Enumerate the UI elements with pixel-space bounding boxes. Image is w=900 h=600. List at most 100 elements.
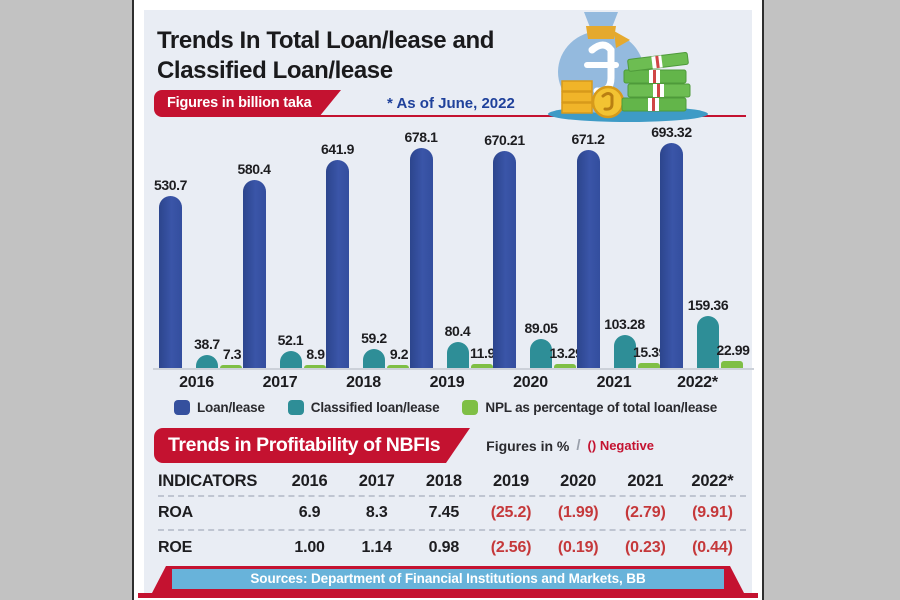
value-label: 8.9 bbox=[306, 346, 325, 362]
value-cell: 1.00 bbox=[294, 539, 325, 556]
legend-item: Loan/lease bbox=[174, 400, 265, 415]
as-of-note: * As of June, 2022 bbox=[387, 95, 515, 112]
chart-group-2020: 670.21 89.05 13.29 bbox=[484, 132, 583, 368]
value-label: 671.2 bbox=[571, 131, 605, 148]
value-cell: 7.45 bbox=[428, 504, 460, 521]
value-label: 9.2 bbox=[389, 346, 409, 362]
chart-legend: Loan/lease Classified loan/lease NPL as pe… bbox=[174, 400, 717, 415]
infographic-panel: Trends In Total Loan/lease and Classifie… bbox=[144, 10, 754, 595]
percent-unit-note: Figures in % bbox=[486, 437, 570, 454]
table-header-row: INDICATORS 2016 2017 2018 2019 2020 2021 2022* bbox=[158, 468, 746, 497]
value-cell: (0.19) bbox=[557, 539, 599, 556]
value-label: 580.4 bbox=[237, 160, 271, 177]
chart-year-axis: 2016 2017 2018 2019 2020 2021 2022* bbox=[159, 374, 744, 394]
chart-group-2017: 580.4 52.1 8.9 bbox=[237, 134, 326, 368]
year-label-2022: 2022* bbox=[677, 374, 718, 391]
bar-loan-lease-2018 bbox=[326, 159, 349, 368]
bar-npl-2021 bbox=[637, 363, 660, 368]
legend-label: Loan/lease bbox=[197, 400, 265, 415]
bar-loan-lease-2020 bbox=[493, 150, 516, 368]
value-label: 693.32 bbox=[651, 124, 692, 141]
profitability-banner-row: Trends in Profitability of NBFIs Figures… bbox=[154, 428, 744, 463]
value-label: 678.1 bbox=[404, 129, 438, 146]
value-label: 80.4 bbox=[444, 322, 471, 339]
chart-baseline bbox=[153, 368, 754, 370]
indicator-cell: ROE bbox=[158, 539, 193, 556]
indicator-cell: INDICATORS bbox=[158, 472, 258, 490]
bar-loan-lease-2017 bbox=[242, 179, 266, 368]
bar-loan-lease-2016 bbox=[159, 195, 182, 368]
infographic-image-frame: Trends In Total Loan/lease and Classifie… bbox=[132, 0, 764, 600]
bar-chart: 530.7 38.7 7.3 580.4 52.1 8.9 641.9 59.2 9.2 678.… bbox=[153, 124, 754, 370]
money-bag-taka-icon bbox=[548, 12, 708, 122]
profitability-banner-tip bbox=[446, 428, 471, 463]
value-cell: 2021 bbox=[627, 472, 664, 490]
legend-swatch-icon bbox=[287, 400, 304, 415]
chart-group-2016: 530.7 38.7 7.3 bbox=[154, 134, 242, 368]
header-divider-line bbox=[314, 115, 746, 117]
banknote-stack-icon bbox=[621, 51, 691, 112]
bar-loan-lease-2019 bbox=[409, 148, 433, 368]
value-cell: (0.44) bbox=[692, 539, 733, 556]
value-cell: 2022* bbox=[691, 472, 734, 490]
year-label-2019: 2019 bbox=[429, 374, 465, 391]
bar-classified-2019 bbox=[446, 341, 469, 368]
chart-group-2022: 693.32 159.36 22.99 bbox=[651, 124, 750, 368]
legend-label: Classified loan/lease bbox=[310, 400, 440, 415]
value-cell: 2019 bbox=[493, 472, 529, 490]
sources-ribbon: Sources: Department of Financial Institu… bbox=[152, 566, 744, 593]
value-label: 159.36 bbox=[687, 297, 729, 314]
value-label: 641.9 bbox=[320, 140, 355, 157]
bar-npl-2020 bbox=[554, 363, 576, 368]
value-cell: 2020 bbox=[560, 472, 597, 490]
value-cell: (0.23) bbox=[624, 539, 666, 556]
note-separator: / bbox=[576, 437, 581, 454]
value-label: 13.29 bbox=[549, 344, 583, 361]
value-cell: 2017 bbox=[358, 472, 395, 490]
value-label: 11.9 bbox=[470, 345, 495, 362]
bar-npl-2016 bbox=[220, 365, 242, 368]
unit-badge-label: Figures in billion taka bbox=[154, 90, 320, 117]
unit-badge: Figures in billion taka bbox=[154, 90, 342, 117]
value-label: 670.21 bbox=[484, 131, 525, 148]
page-title: Trends In Total Loan/lease and Classifie… bbox=[157, 26, 494, 86]
coin-stack-icon bbox=[561, 80, 593, 114]
profitability-banner-title: Trends in Profitability of NBFIs bbox=[154, 428, 447, 463]
value-cell: 2018 bbox=[425, 472, 462, 490]
negative-format-note: () Negative bbox=[587, 438, 655, 453]
value-cell: (1.99) bbox=[557, 504, 599, 521]
page-title-line1: Trends In Total Loan/lease and bbox=[157, 27, 494, 54]
bar-npl-2022 bbox=[721, 360, 743, 368]
indicator-cell: ROA bbox=[158, 504, 193, 521]
value-label: 15.39 bbox=[632, 344, 667, 361]
bar-classified-2018 bbox=[363, 348, 385, 368]
legend-swatch-icon bbox=[462, 400, 479, 415]
value-label: 89.05 bbox=[524, 320, 558, 337]
value-cell: 8.3 bbox=[365, 504, 388, 521]
value-cell: 1.14 bbox=[361, 539, 393, 556]
value-cell: 6.9 bbox=[298, 504, 321, 521]
table-row: ROE 1.00 1.14 0.98 (2.56) (0.19) (0.23) (0.44) bbox=[158, 531, 746, 565]
bar-classified-2017 bbox=[279, 351, 302, 368]
year-label-2018: 2018 bbox=[346, 374, 381, 391]
bar-npl-2017 bbox=[303, 365, 326, 368]
bar-classified-2016 bbox=[196, 355, 218, 368]
legend-swatch-icon bbox=[174, 400, 190, 415]
bar-loan-lease-2022 bbox=[660, 143, 683, 368]
year-label-2017: 2017 bbox=[262, 374, 298, 391]
chart-group-2021: 671.2 103.28 15.39 bbox=[571, 131, 666, 368]
value-label: 52.1 bbox=[277, 332, 304, 349]
bar-npl-2018 bbox=[387, 365, 409, 368]
year-label-2020: 2020 bbox=[513, 374, 548, 391]
profitability-table: INDICATORS 2016 2017 2018 2019 2020 2021 2022* R… bbox=[158, 468, 746, 565]
year-label-2016: 2016 bbox=[179, 374, 214, 391]
legend-item: NPL as percentage of total loan/lease bbox=[462, 400, 717, 415]
bar-classified-2022 bbox=[697, 316, 719, 368]
value-cell: (25.2) bbox=[490, 504, 532, 521]
value-label: 530.7 bbox=[153, 176, 188, 193]
chart-group-2018: 641.9 59.2 9.2 bbox=[321, 134, 409, 368]
bar-classified-2020 bbox=[530, 339, 552, 368]
value-cell: (2.79) bbox=[624, 504, 666, 521]
bottom-red-strip bbox=[138, 593, 758, 598]
